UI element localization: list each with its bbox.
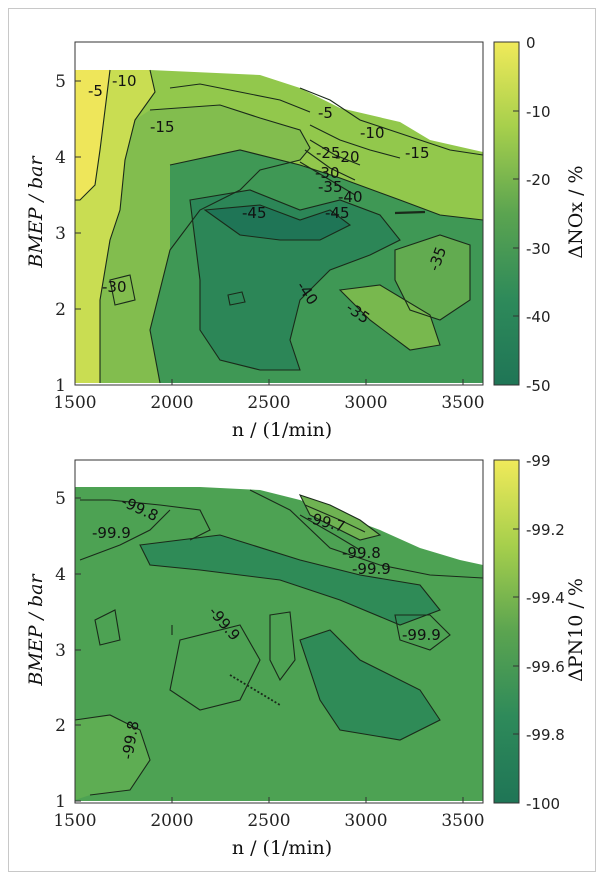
top-clab-5: -15 xyxy=(405,144,430,162)
bottom-clab-4: -99.9 xyxy=(352,560,391,578)
top-clab-4: -10 xyxy=(360,124,385,142)
bottom-x-axis-label: n / (1/min) xyxy=(232,837,332,859)
top-clab-7: -25 xyxy=(316,144,341,162)
bottom-contour-lines xyxy=(74,489,484,796)
bottom-x-tick-labels: 1500 2000 2500 3000 3500 xyxy=(53,811,484,831)
top-clab-14: -30 xyxy=(102,278,127,296)
bottom-band-dark xyxy=(140,535,440,625)
top-xtick-1: 2000 xyxy=(150,393,193,413)
bottom-contour-plot: -99.8 -99.9 -99.7 -99.8 -99.9 -99.9 -99.… xyxy=(25,452,587,859)
top-ytick-3: 4 xyxy=(55,148,66,168)
top-y-axis-label: BMEP / bar xyxy=(25,155,47,269)
top-colorbar-ticks xyxy=(513,41,519,386)
bottom-band-lighter xyxy=(75,715,150,800)
bottom-colorbar-ticks xyxy=(513,459,519,804)
bottom-y-axis-label: BMEP / bar xyxy=(25,573,47,687)
bottom-axes-frame xyxy=(74,459,484,804)
bottom-colorbar xyxy=(493,459,520,804)
bottom-cbtick-4: -99.8 xyxy=(526,726,565,744)
bottom-ytick-2: 3 xyxy=(55,641,66,661)
top-axes-frame xyxy=(74,41,484,386)
bottom-ytick-4: 5 xyxy=(55,489,66,509)
figure-frame xyxy=(8,8,596,872)
top-clab-11: -45 xyxy=(242,204,267,222)
top-xtick-2: 2500 xyxy=(247,393,290,413)
bottom-ytick-1: 2 xyxy=(55,716,66,736)
top-x-tick-labels: 1500 2000 2500 3000 3500 xyxy=(53,393,484,413)
top-colorbar-tick-labels: 0 -10 -20 -30 -40 -50 xyxy=(526,34,551,395)
bottom-xtick-2: 2500 xyxy=(247,811,290,831)
bottom-clab-1: -99.9 xyxy=(92,524,131,542)
top-contour-labels: -5 -10 -15 -5 -10 -15 -20 -25 -30 -35 -4… xyxy=(88,72,450,327)
bottom-colorbar-label: ΔPN10 / % xyxy=(565,578,587,682)
top-xtick-0: 1500 xyxy=(53,393,96,413)
top-x-axis-label: n / (1/min) xyxy=(232,419,332,441)
top-colorbar xyxy=(493,41,520,386)
top-colorbar-label: ΔNOx / % xyxy=(565,165,587,258)
top-clab-2: -15 xyxy=(150,118,175,136)
top-cbtick-3: -30 xyxy=(526,240,551,258)
bottom-xtick-3: 3000 xyxy=(344,811,387,831)
top-cbtick-2: -20 xyxy=(526,171,551,189)
bottom-cbtick-1: -99.2 xyxy=(526,521,565,539)
bottom-cbtick-3: -99.6 xyxy=(526,658,565,676)
bottom-cbtick-5: -100 xyxy=(526,795,560,813)
top-xtick-3: 3000 xyxy=(344,393,387,413)
top-clab-10: -40 xyxy=(338,188,363,206)
top-band-mid xyxy=(100,105,310,383)
bottom-clab-6: -99.9 xyxy=(402,626,441,644)
top-clab-3: -5 xyxy=(318,104,333,122)
top-cbtick-1: -10 xyxy=(526,103,551,121)
top-band-lower-right xyxy=(340,285,440,350)
top-tick-marks xyxy=(74,80,464,386)
bottom-cbtick-2: -99.4 xyxy=(526,589,565,607)
top-cbtick-5: -50 xyxy=(526,377,551,395)
top-cbtick-0: 0 xyxy=(526,34,536,52)
top-clab-0: -5 xyxy=(88,82,103,100)
bottom-band-lower-dark xyxy=(300,630,440,740)
top-ytick-4: 5 xyxy=(55,72,66,92)
top-ytick-1: 2 xyxy=(55,300,66,320)
bottom-xtick-4: 3500 xyxy=(441,811,484,831)
top-band-darkest xyxy=(205,205,350,240)
bottom-cbtick-0: -99 xyxy=(526,452,551,470)
bottom-xtick-0: 1500 xyxy=(53,811,96,831)
top-cbtick-4: -40 xyxy=(526,308,551,326)
top-clab-8: -30 xyxy=(315,164,340,182)
top-xtick-4: 3500 xyxy=(441,393,484,413)
bottom-band-upper-light xyxy=(300,495,380,540)
top-clab-6: -20 xyxy=(335,148,360,166)
top-band-right xyxy=(395,235,470,320)
top-ytick-2: 3 xyxy=(55,224,66,244)
top-ytick-0: 1 xyxy=(55,376,66,396)
top-contour-plot: -5 -10 -15 -5 -10 -15 -20 -25 -30 -35 -4… xyxy=(25,34,587,441)
top-clab-12: -45 xyxy=(325,204,350,222)
top-clab-9: -35 xyxy=(318,178,343,196)
bottom-clab-3: -99.8 xyxy=(342,544,381,562)
bottom-ytick-0: 1 xyxy=(55,792,66,812)
bottom-colorbar-tick-labels: -99 -99.2 -99.4 -99.6 -99.8 -100 xyxy=(526,452,565,813)
top-contour-lines xyxy=(75,69,484,384)
top-band-yellow xyxy=(75,70,110,200)
bottom-tick-marks xyxy=(74,497,464,803)
top-y-tick-labels: 1 2 3 4 5 xyxy=(55,72,66,396)
top-clab-1: -10 xyxy=(112,72,137,90)
top-band-light xyxy=(75,70,155,383)
bottom-xtick-1: 2000 xyxy=(150,811,193,831)
bottom-ytick-3: 4 xyxy=(55,565,66,585)
bottom-y-tick-labels: 1 2 3 4 5 xyxy=(55,489,66,812)
